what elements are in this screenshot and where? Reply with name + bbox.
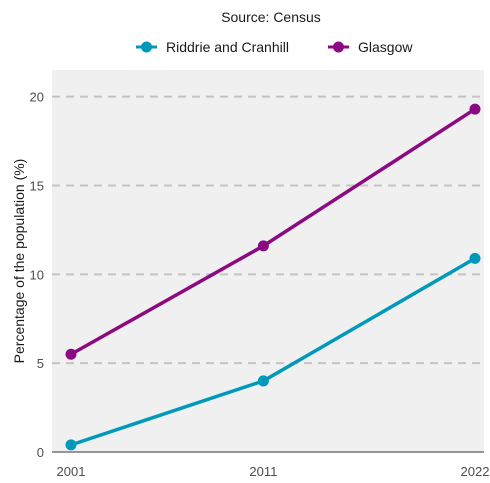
grid-lines <box>52 95 484 365</box>
y-axis-label: Percentage of the population (%) <box>11 159 27 364</box>
y-axis-ticks: 0 5 10 15 20 <box>30 90 44 460</box>
data-point-glasgow-2001 <box>65 348 77 360</box>
legend-item-riddrie: Riddrie and Cranhill <box>136 39 289 55</box>
data-point-glasgow-2011 <box>257 240 269 252</box>
legend-label-glasgow: Glasgow <box>358 39 413 55</box>
legend-label-riddrie: Riddrie and Cranhill <box>166 39 289 55</box>
legend-item-glasgow: Glasgow <box>328 39 413 55</box>
legend-marker-glasgow <box>333 41 344 53</box>
y-tick-label-15: 15 <box>30 178 44 193</box>
x-tick-label-2001: 2001 <box>57 464 86 479</box>
x-tick-label-2011: 2011 <box>249 464 277 479</box>
y-tick-label-0: 0 <box>37 445 44 460</box>
data-point-riddrie-and-cranhill-2011 <box>257 375 269 387</box>
plot-panel-background <box>52 70 484 452</box>
y-tick-label-10: 10 <box>30 267 44 282</box>
data-point-glasgow-2022 <box>469 103 481 115</box>
legend: Riddrie and Cranhill Glasgow <box>136 39 413 55</box>
series-layer <box>65 103 481 451</box>
data-point-riddrie-and-cranhill-2022 <box>469 252 481 264</box>
y-tick-label-5: 5 <box>37 356 44 371</box>
y-tick-label-20: 20 <box>30 90 44 105</box>
x-axis-ticks: 2001 2011 2022 <box>57 464 490 479</box>
data-point-riddrie-and-cranhill-2001 <box>65 439 77 451</box>
legend-marker-riddrie <box>141 41 152 53</box>
chart-subtitle: Source: Census <box>221 9 321 25</box>
x-tick-label-2022: 2022 <box>461 464 490 479</box>
